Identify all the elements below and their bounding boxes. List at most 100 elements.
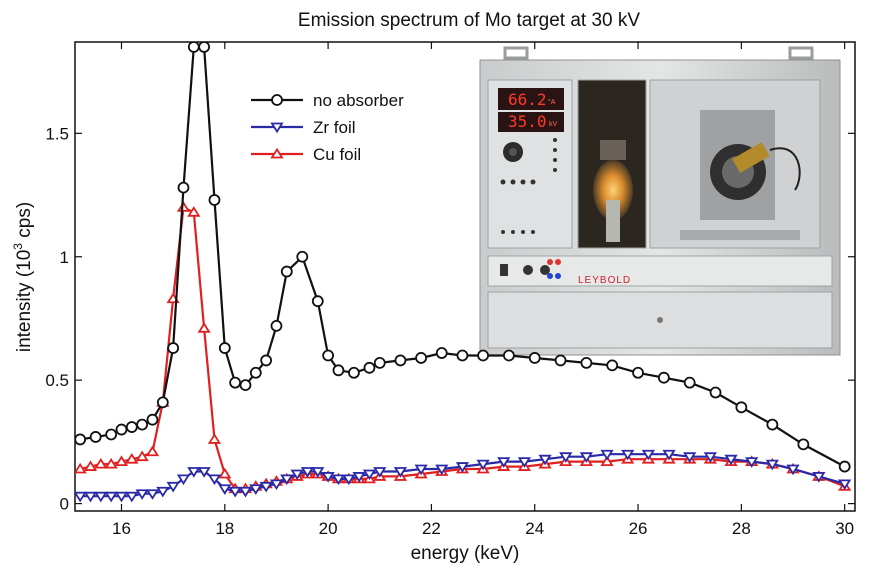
data-point-no-absorber: [435, 347, 448, 359]
x-tick-label-5: 26: [629, 519, 648, 538]
inset-display-2-unit: kV: [549, 121, 558, 128]
inset-display-1-unit: °A: [548, 98, 556, 106]
data-point-zr-foil: [166, 481, 180, 493]
data-point-no-absorber: [503, 349, 515, 362]
data-point-no-absorber: [125, 421, 138, 433]
data-point-zr-foil: [497, 457, 511, 468]
data-point-zr-foil: [435, 464, 449, 476]
y-tick-label-0: 0: [60, 495, 69, 514]
data-point-zr-foil: [517, 457, 532, 468]
inset-display-2: 35.0: [508, 112, 547, 131]
data-point-zr-foil: [662, 449, 676, 461]
data-point-zr-foil: [414, 464, 428, 476]
data-point-no-absorber: [260, 354, 273, 367]
data-point-no-absorber: [156, 396, 169, 409]
data-point-zr-foil: [641, 449, 656, 461]
data-point-cu-foil: [135, 450, 149, 462]
data-point-zr-foil: [269, 479, 284, 491]
data-point-zr-foil: [176, 474, 191, 486]
data-point-zr-foil: [352, 472, 366, 483]
data-point-zr-foil: [290, 469, 304, 481]
data-point-zr-foil: [280, 474, 294, 486]
data-point-no-absorber: [632, 366, 644, 379]
data-point-no-absorber: [477, 349, 489, 362]
data-point-no-absorber: [363, 361, 376, 374]
data-point-no-absorber: [766, 418, 779, 431]
data-point-zr-foil: [125, 491, 139, 503]
data-point-no-absorber: [332, 364, 345, 377]
series-zr-foil: [75, 449, 852, 503]
data-point-no-absorber: [296, 250, 309, 263]
data-point-no-absorber: [606, 359, 619, 372]
data-point-zr-foil: [342, 474, 356, 486]
data-point-zr-foil: [579, 452, 594, 463]
data-point-no-absorber: [280, 265, 293, 278]
data-point-zr-foil: [476, 459, 490, 471]
data-point-zr-foil: [94, 491, 108, 503]
data-point-zr-foil: [765, 459, 779, 471]
data-point-cu-foil: [75, 462, 87, 474]
chart-title: Emission spectrum of Mo target at 30 kV: [298, 10, 640, 31]
data-point-no-absorber: [136, 418, 149, 431]
data-point-zr-foil: [362, 469, 377, 481]
x-tick-label-7: 30: [835, 519, 854, 538]
data-point-zr-foil: [812, 472, 826, 483]
y-tick-label-1: 0.5: [45, 371, 69, 390]
data-point-cu-foil: [145, 445, 160, 457]
inset-brand-logo: LEYBOLD: [578, 275, 631, 286]
data-point-cu-foil: [125, 452, 139, 464]
data-point-zr-foil: [145, 489, 160, 500]
data-point-zr-foil: [135, 489, 149, 500]
data-point-zr-foil: [321, 472, 335, 483]
data-point-zr-foil: [187, 467, 201, 478]
data-point-zr-foil: [300, 467, 315, 478]
legend-marker: [270, 147, 284, 159]
data-point-zr-foil: [114, 491, 129, 503]
axis-ticks: 16 18 20 22 24 26 28 30 0 0.5 1 1.5: [45, 42, 855, 538]
data-point-zr-foil: [621, 449, 635, 461]
legend-item-cu-foil: Cu foil: [251, 145, 361, 164]
data-point-no-absorber: [580, 356, 593, 369]
data-point-no-absorber: [218, 342, 231, 354]
legend-label: Zr foil: [313, 118, 356, 137]
data-point-cu-foil: [114, 455, 129, 467]
x-axis-label: energy (keV): [411, 543, 520, 564]
data-point-no-absorber: [415, 352, 427, 364]
data-point-no-absorber: [187, 42, 200, 53]
inset-display-1: 66.2: [508, 90, 547, 109]
series-layer: [75, 42, 852, 503]
data-point-no-absorber: [270, 319, 283, 332]
data-point-cu-foil: [94, 457, 108, 469]
inset-apparatus-photo: 66.2 °A 35.0 kV LEYBOLD: [479, 46, 841, 356]
data-point-zr-foil: [249, 484, 263, 495]
y-tick-label-2: 1: [60, 248, 69, 267]
legend-marker: [271, 94, 283, 106]
data-point-no-absorber: [239, 379, 252, 392]
legend-item-no-absorber: no absorber: [251, 91, 404, 110]
legend: no absorber Zr foil Cu foil: [251, 91, 404, 164]
data-point-zr-foil: [238, 486, 253, 498]
data-point-no-absorber: [528, 352, 541, 364]
data-point-no-absorber: [311, 295, 324, 308]
data-point-zr-foil: [259, 481, 273, 493]
data-point-cu-foil: [176, 201, 191, 212]
data-point-zr-foil: [104, 491, 118, 503]
y-tick-label-3: 1.5: [45, 124, 69, 143]
data-point-no-absorber: [89, 431, 102, 443]
data-point-zr-foil: [331, 474, 346, 486]
plot-frame: [74, 41, 856, 512]
data-point-zr-foil: [311, 467, 325, 478]
x-tick-label-1: 18: [215, 519, 234, 538]
data-point-zr-foil: [600, 449, 614, 461]
x-tick-label-2: 20: [319, 519, 338, 538]
data-point-zr-foil: [703, 452, 717, 463]
data-point-zr-foil: [373, 467, 387, 478]
data-point-zr-foil: [455, 462, 470, 473]
x-tick-label-0: 16: [112, 519, 131, 538]
data-point-zr-foil: [724, 454, 738, 466]
data-point-cu-foil: [600, 455, 614, 467]
data-point-no-absorber: [167, 342, 180, 354]
data-point-cu-foil: [104, 457, 118, 469]
data-point-zr-foil: [393, 467, 408, 478]
